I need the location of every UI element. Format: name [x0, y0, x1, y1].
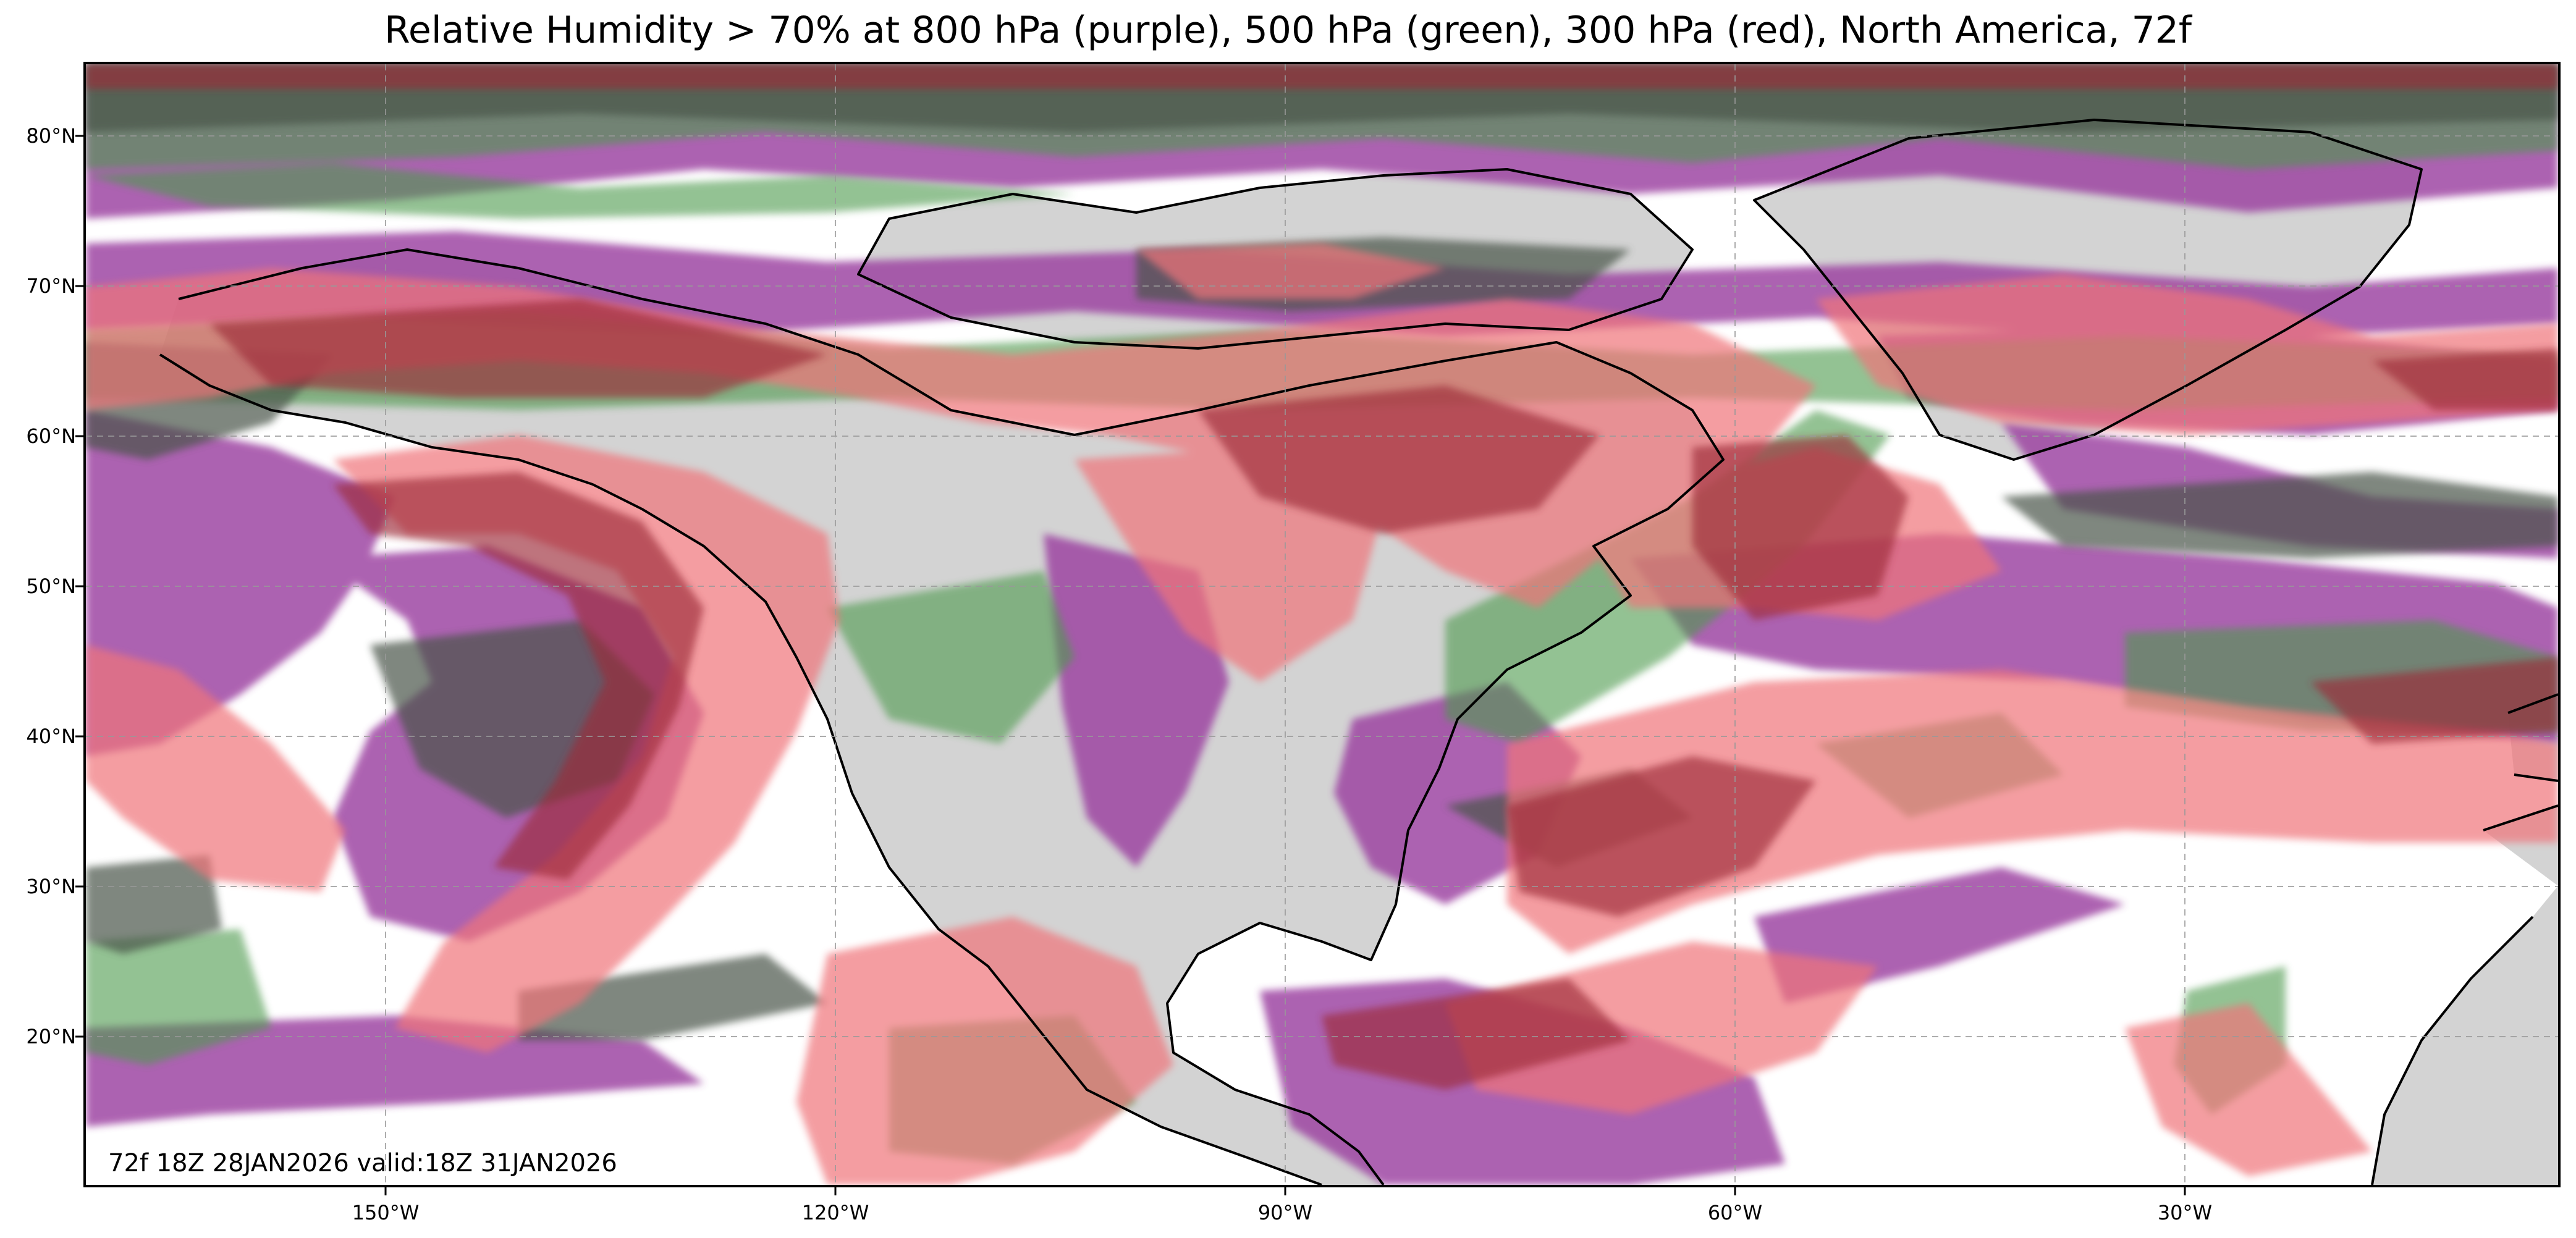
- lon-label-30w: 30°W: [2157, 1201, 2213, 1224]
- lat-label-60: 60°N: [26, 424, 76, 448]
- lat-tick-60: [75, 435, 83, 437]
- lat-tick-70: [75, 285, 83, 287]
- gridlines: [86, 64, 2558, 1185]
- valid-time-label: 72f 18Z 28JAN2026 valid:18Z 31JAN2026: [108, 1149, 617, 1177]
- lat-tick-30: [75, 885, 83, 888]
- lat-label-20: 20°N: [26, 1025, 76, 1048]
- lon-label-150w: 150°W: [352, 1201, 420, 1224]
- map-canvas[interactable]: [86, 64, 2558, 1185]
- lon-tick-120w: [834, 1187, 837, 1195]
- rh-dark-red-layer: [86, 64, 2558, 1090]
- lon-tick-30w: [2184, 1187, 2186, 1195]
- lat-label-50: 50°N: [26, 575, 76, 598]
- lon-label-90w: 90°W: [1257, 1201, 1313, 1224]
- land-africa: [2372, 806, 2558, 1185]
- lat-label-70: 70°N: [26, 274, 76, 298]
- lat-tick-20: [75, 1035, 83, 1038]
- coastlines: [159, 119, 2558, 1185]
- lat-tick-40: [75, 735, 83, 738]
- lon-tick-90w: [1284, 1187, 1286, 1195]
- lon-label-120w: 120°W: [801, 1201, 869, 1224]
- lon-tick-60w: [1734, 1187, 1736, 1195]
- lat-tick-80: [75, 135, 83, 137]
- lat-tick-50: [75, 585, 83, 587]
- lon-tick-150w: [384, 1187, 387, 1195]
- lat-label-40: 40°N: [26, 725, 76, 748]
- lat-label-80: 80°N: [26, 124, 76, 148]
- lon-label-60w: 60°W: [1707, 1201, 1763, 1224]
- map-panel[interactable]: [83, 62, 2561, 1187]
- map-title: Relative Humidity > 70% at 800 hPa (purp…: [384, 9, 2192, 52]
- lat-label-30: 30°N: [26, 875, 76, 898]
